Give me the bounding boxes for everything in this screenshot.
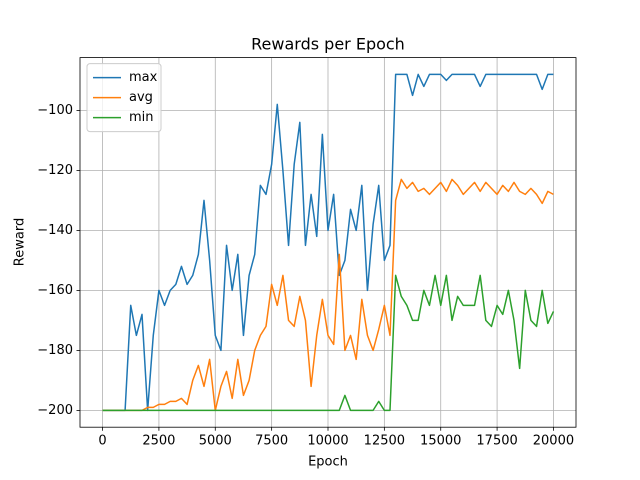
y-axis-label: Reward: [13, 218, 28, 266]
legend-box: [86, 63, 162, 133]
chart-title: Rewards per Epoch: [251, 35, 405, 54]
legend-label: avg: [129, 90, 153, 105]
x-tick-label: 7500: [255, 434, 288, 449]
x-tick-label: 10000: [307, 434, 348, 449]
y-tick-label: −160: [37, 283, 73, 298]
y-tick-label: −140: [37, 223, 73, 238]
legend-label: min: [129, 110, 154, 125]
y-tick-label: −100: [37, 103, 73, 118]
x-tick-label: 20000: [533, 434, 574, 449]
x-tick-label: 15000: [420, 434, 461, 449]
x-tick-label: 12500: [364, 434, 405, 449]
x-tick-label: 0: [98, 434, 106, 449]
line-series: [102, 178, 554, 412]
x-tick-label: 2500: [142, 434, 175, 449]
line-series: [102, 73, 554, 412]
x-tick-label: 5000: [199, 434, 232, 449]
y-tick-label: −120: [37, 163, 73, 178]
y-tick-label: −200: [37, 403, 73, 418]
legend-label: max: [129, 70, 158, 85]
x-axis-label: Epoch: [308, 455, 348, 470]
plot-frame: [79, 57, 577, 428]
line-series: [102, 274, 555, 412]
x-tick-label: 17500: [476, 434, 517, 449]
y-tick-label: −180: [37, 343, 73, 358]
